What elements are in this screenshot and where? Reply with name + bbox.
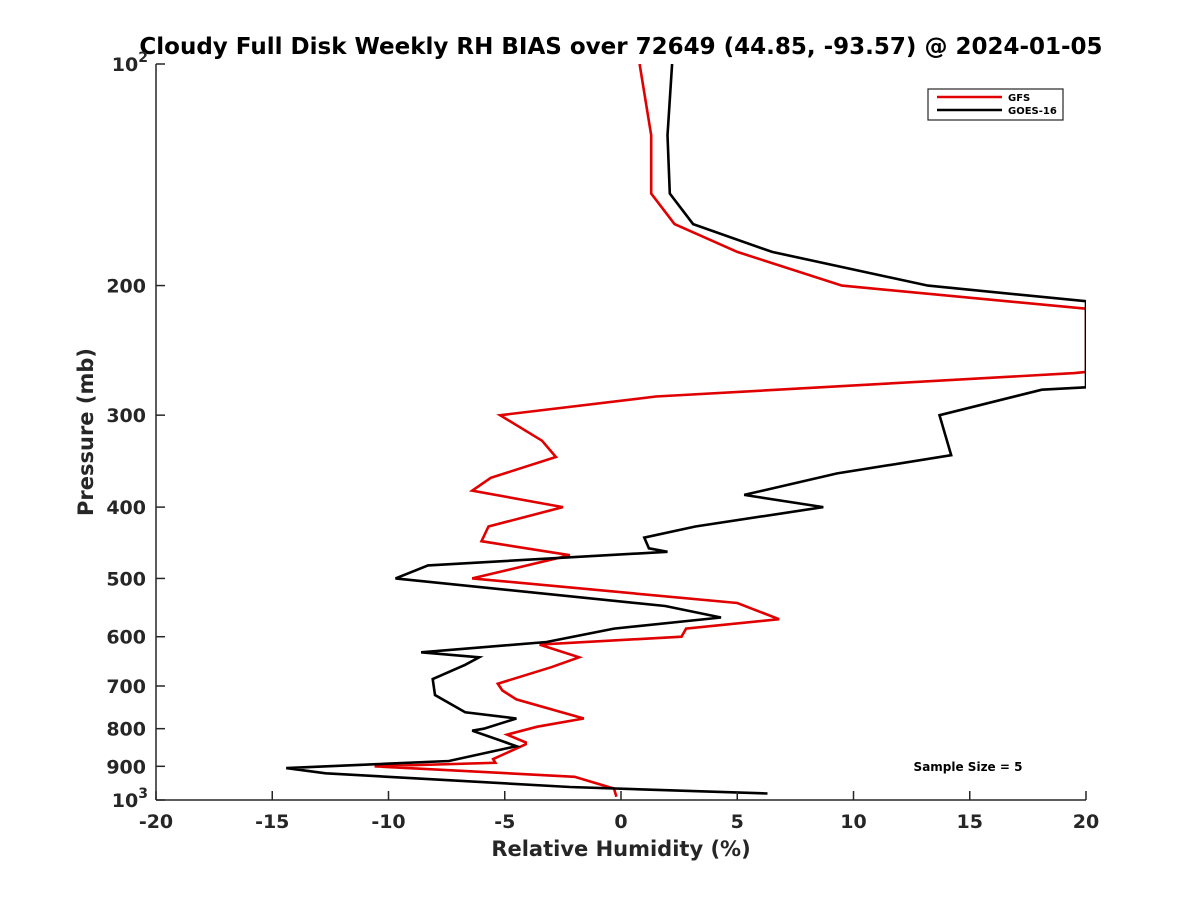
x-tick-label: -20 — [139, 811, 173, 833]
y-tick-label: 600 — [106, 627, 146, 649]
x-tick-label: 10 — [840, 811, 866, 833]
series-layer — [286, 64, 1086, 798]
x-ticks: -20 -15 -10 -5 0 5 10 15 20 — [139, 791, 1099, 833]
x-tick-label: -15 — [255, 811, 289, 833]
y-tick-label: 300 — [106, 405, 146, 427]
y-tick-label: 102 — [112, 50, 148, 76]
y-tick-label: 800 — [106, 719, 146, 741]
legend-label-gfs: GFS — [1008, 93, 1030, 104]
x-axis-label: Relative Humidity (%) — [491, 837, 750, 861]
legend-box — [927, 88, 1064, 121]
y-tick-label: 103 — [112, 786, 148, 812]
x-tick-label: 15 — [957, 811, 983, 833]
y-ticks: 102 200 300 400 500 600 700 800 900 103 — [106, 50, 165, 812]
y-axis-label: Pressure (mb) — [74, 348, 98, 516]
chart-title: Cloudy Full Disk Weekly RH BIAS over 726… — [139, 34, 1102, 60]
x-tick-label: 5 — [731, 811, 744, 833]
series-line-goes-16 — [286, 64, 1086, 795]
series-line-gfs — [374, 64, 1086, 798]
y-tick-label: 400 — [106, 497, 146, 519]
x-tick-label: -10 — [371, 811, 405, 833]
x-tick-label: 20 — [1073, 811, 1099, 833]
legend-label-goes16: GOES-16 — [1008, 106, 1057, 117]
y-tick-label: 500 — [106, 568, 146, 590]
legend: GFS GOES-16 — [927, 88, 1064, 121]
y-tick-label: 200 — [106, 276, 146, 298]
y-tick-label: 700 — [106, 676, 146, 698]
sample-size-annotation: Sample Size = 5 — [914, 760, 1023, 774]
x-tick-label: 0 — [614, 811, 627, 833]
x-tick-label: -5 — [494, 811, 515, 833]
y-tick-label: 900 — [106, 756, 146, 778]
